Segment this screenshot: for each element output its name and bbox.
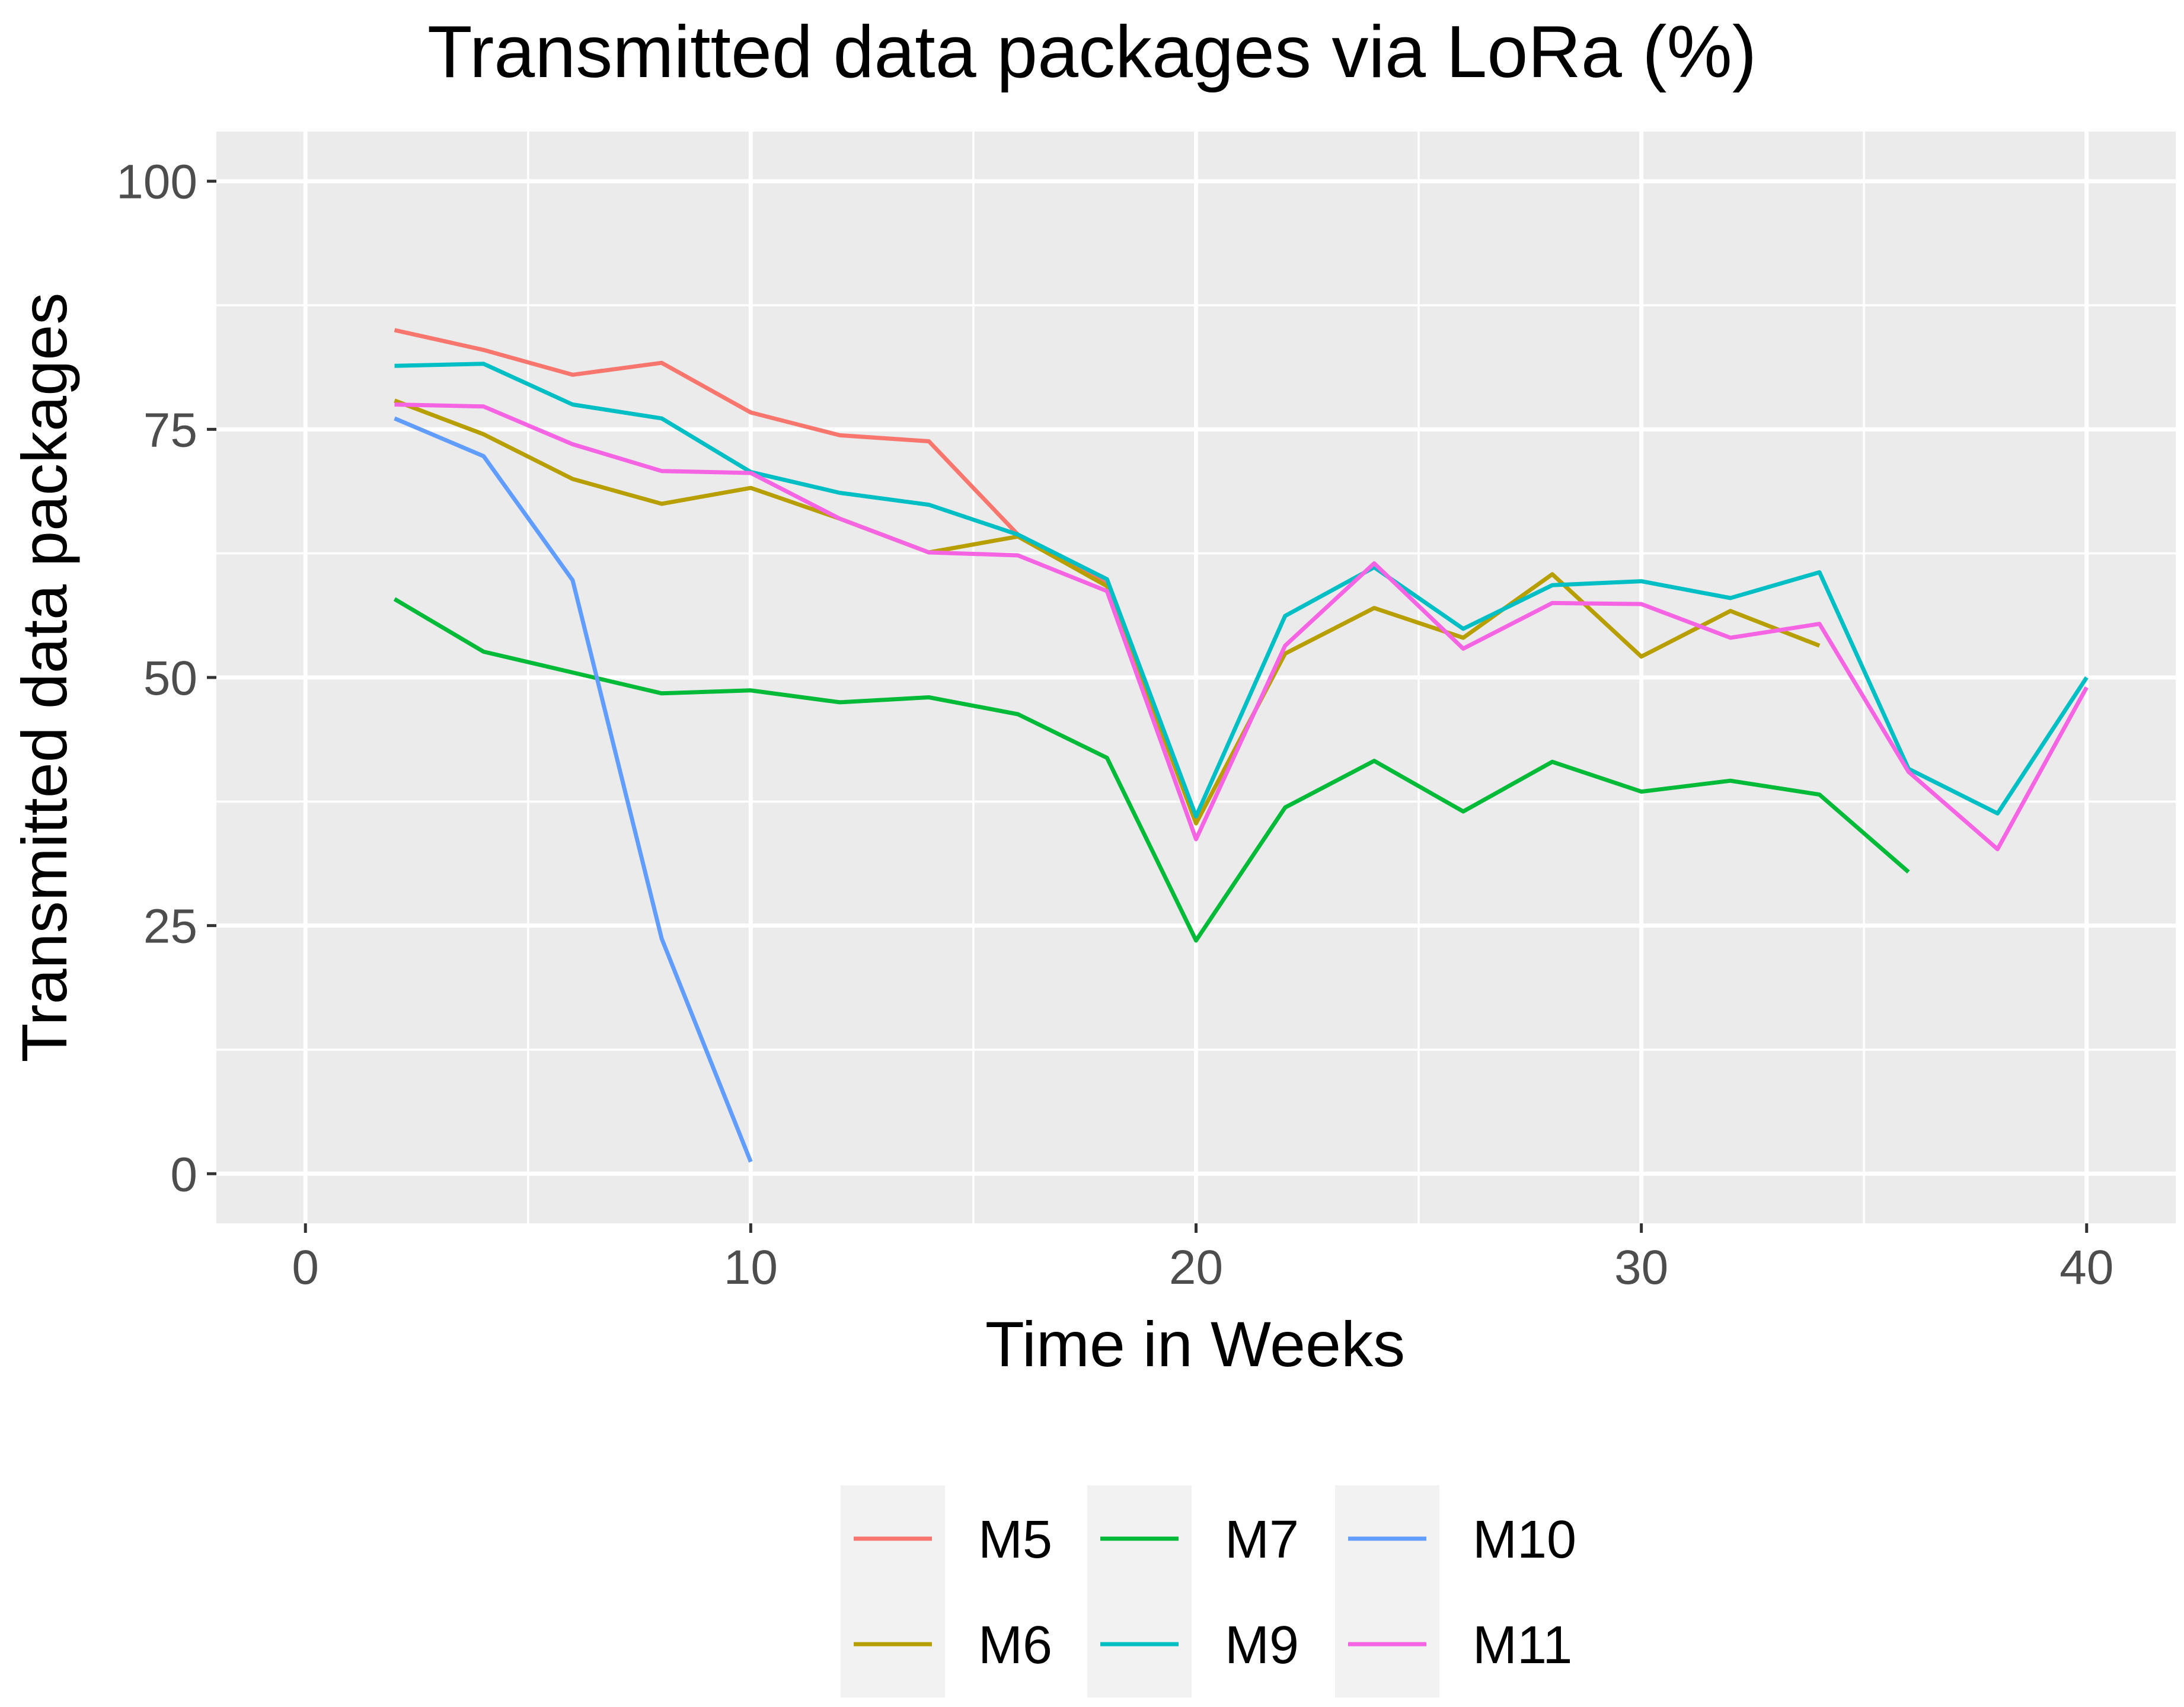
series-line-m10: [394, 416, 753, 1163]
legend-label-m11: M11: [1473, 1616, 1572, 1675]
series-lines: [393, 328, 2089, 1163]
legend-label-m10: M10: [1473, 1510, 1576, 1569]
legend-label-m9: M9: [1225, 1616, 1299, 1675]
series-line-m9: [394, 362, 2089, 819]
x-tick-label: 30: [1614, 1241, 1668, 1294]
series-line-m11: [394, 402, 2089, 852]
legend: M5 M6 M7 M9 M10 M11: [841, 1485, 1576, 1698]
x-tick-label: 40: [2060, 1241, 2113, 1294]
y-tick-label: 0: [170, 1147, 197, 1201]
chart-title: Transmitted data packages via LoRa (%): [427, 11, 1757, 93]
y-axis-ticks: 0 25 50 75 100: [116, 155, 216, 1201]
y-axis-title: Transmitted data packages: [8, 293, 80, 1063]
gridlines: [216, 132, 2176, 1223]
series-line-m5: [394, 328, 1109, 586]
y-tick-label: 100: [116, 155, 197, 209]
x-axis-ticks: 0 10 20 30 40: [292, 1223, 2113, 1294]
series-line-m7: [393, 597, 1910, 943]
legend-label-m5: M5: [978, 1510, 1052, 1569]
legend-label-m7: M7: [1225, 1510, 1299, 1569]
x-axis-title: Time in Weeks: [985, 1308, 1405, 1380]
y-tick-label: 50: [143, 651, 197, 705]
y-tick-label: 75: [143, 403, 197, 457]
x-tick-label: 0: [292, 1241, 319, 1294]
y-tick-label: 25: [143, 900, 197, 954]
legend-label-m6: M6: [978, 1616, 1052, 1675]
x-tick-label: 10: [724, 1241, 778, 1294]
x-tick-label: 20: [1169, 1241, 1223, 1294]
